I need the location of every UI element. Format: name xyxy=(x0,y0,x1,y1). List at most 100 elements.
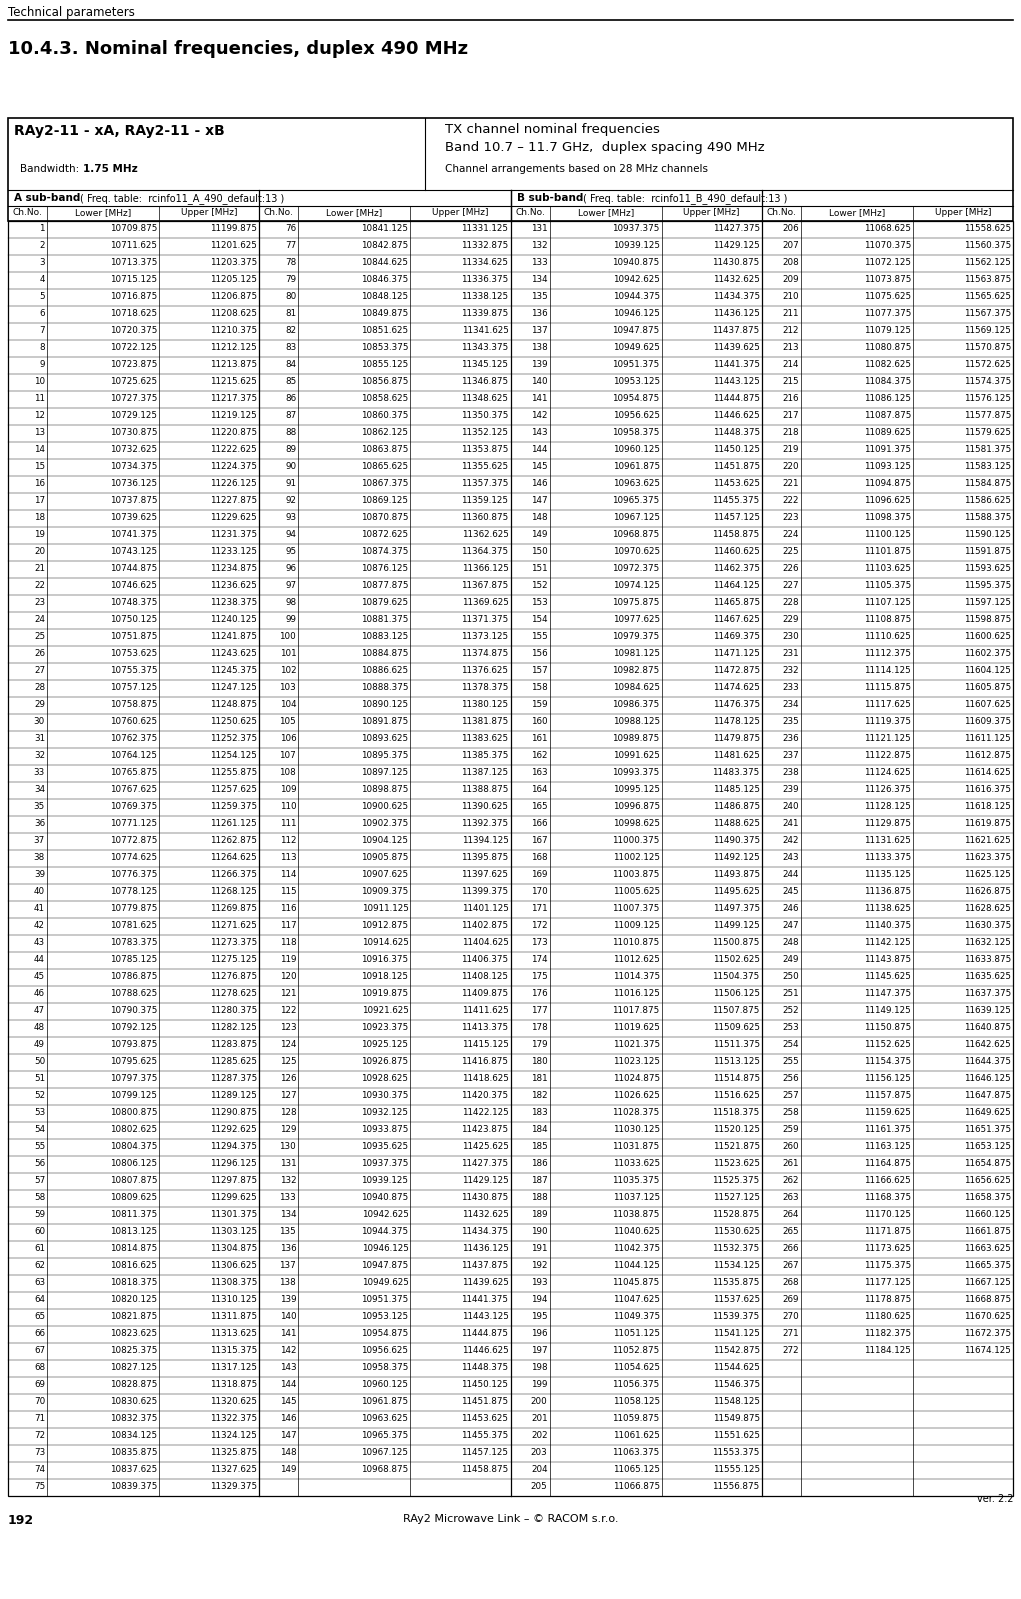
Text: 11430.875: 11430.875 xyxy=(461,1193,508,1202)
Text: 10937.375: 10937.375 xyxy=(613,224,660,233)
Text: 11061.625: 11061.625 xyxy=(613,1431,660,1441)
Text: 11149.125: 11149.125 xyxy=(864,1006,911,1015)
Text: 169: 169 xyxy=(531,870,547,879)
Text: 11451.875: 11451.875 xyxy=(461,1398,508,1406)
Text: 10755.375: 10755.375 xyxy=(109,667,157,675)
Text: 7: 7 xyxy=(40,326,45,336)
Text: 232: 232 xyxy=(782,667,798,675)
Text: 142: 142 xyxy=(531,411,547,421)
Text: 10982.875: 10982.875 xyxy=(613,667,660,675)
Text: 10872.625: 10872.625 xyxy=(361,529,408,539)
Text: 23: 23 xyxy=(34,598,45,608)
Text: 11530.625: 11530.625 xyxy=(713,1226,760,1236)
Text: 11070.375: 11070.375 xyxy=(864,241,911,249)
Text: 148: 148 xyxy=(531,513,547,521)
Text: 11030.125: 11030.125 xyxy=(613,1126,660,1134)
Text: 11257.625: 11257.625 xyxy=(210,785,257,795)
Text: 160: 160 xyxy=(531,716,547,726)
Text: 22: 22 xyxy=(34,580,45,590)
Text: 11374.875: 11374.875 xyxy=(461,649,508,659)
Text: 177: 177 xyxy=(531,1006,547,1015)
Text: 11528.875: 11528.875 xyxy=(713,1210,760,1218)
Text: 11546.375: 11546.375 xyxy=(713,1380,760,1390)
Text: 130: 130 xyxy=(280,1142,296,1151)
Text: 10781.625: 10781.625 xyxy=(110,921,157,931)
Text: 70: 70 xyxy=(34,1398,45,1406)
Text: 11448.375: 11448.375 xyxy=(713,429,760,437)
Text: 11570.875: 11570.875 xyxy=(964,344,1011,352)
Text: 32: 32 xyxy=(34,752,45,760)
Text: 11273.375: 11273.375 xyxy=(210,939,257,947)
Text: 11108.875: 11108.875 xyxy=(864,616,911,624)
Text: 10709.875: 10709.875 xyxy=(110,224,157,233)
Text: 21: 21 xyxy=(34,564,45,572)
Text: 11317.125: 11317.125 xyxy=(210,1362,257,1372)
Text: 11586.625: 11586.625 xyxy=(964,496,1011,505)
Text: 227: 227 xyxy=(782,580,798,590)
Text: Ch.No.: Ch.No. xyxy=(515,208,545,217)
Text: 11128.125: 11128.125 xyxy=(864,803,911,811)
Text: 11037.125: 11037.125 xyxy=(613,1193,660,1202)
Text: 10811.375: 10811.375 xyxy=(110,1210,157,1218)
Text: 11609.375: 11609.375 xyxy=(964,716,1011,726)
Text: 221: 221 xyxy=(782,480,798,488)
Text: 10846.375: 10846.375 xyxy=(361,275,408,285)
Text: 11129.875: 11129.875 xyxy=(864,819,911,828)
Text: 136: 136 xyxy=(531,309,547,318)
Text: 112: 112 xyxy=(280,836,296,844)
Text: 10883.125: 10883.125 xyxy=(361,632,408,641)
Text: 11164.875: 11164.875 xyxy=(864,1159,911,1167)
Text: 179: 179 xyxy=(531,1039,547,1049)
Text: 11357.375: 11357.375 xyxy=(461,480,508,488)
Text: Upper [MHz]: Upper [MHz] xyxy=(935,208,991,217)
Text: 11457.125: 11457.125 xyxy=(461,1449,508,1457)
Text: 11520.125: 11520.125 xyxy=(713,1126,760,1134)
Text: 106: 106 xyxy=(280,734,296,744)
Text: 204: 204 xyxy=(531,1465,547,1474)
Text: 11602.375: 11602.375 xyxy=(964,649,1011,659)
Text: RAy2 Microwave Link – © RACOM s.r.o.: RAy2 Microwave Link – © RACOM s.r.o. xyxy=(402,1514,619,1524)
Text: 11171.875: 11171.875 xyxy=(864,1226,911,1236)
Text: 196: 196 xyxy=(531,1329,547,1338)
Text: 11593.625: 11593.625 xyxy=(964,564,1011,572)
Text: 84: 84 xyxy=(285,360,296,369)
Text: 10853.375: 10853.375 xyxy=(361,344,408,352)
Text: 156: 156 xyxy=(531,649,547,659)
Text: 131: 131 xyxy=(280,1159,296,1167)
Text: 10715.125: 10715.125 xyxy=(110,275,157,285)
Text: 11215.625: 11215.625 xyxy=(210,377,257,385)
Text: 11626.875: 11626.875 xyxy=(964,887,1011,895)
Text: 10748.375: 10748.375 xyxy=(110,598,157,608)
Text: 194: 194 xyxy=(531,1295,547,1305)
Text: 53: 53 xyxy=(34,1108,45,1118)
Text: 11476.375: 11476.375 xyxy=(713,700,760,708)
Text: 11366.125: 11366.125 xyxy=(461,564,508,572)
Text: 18: 18 xyxy=(34,513,45,521)
Text: 11588.375: 11588.375 xyxy=(964,513,1011,521)
Text: 11231.375: 11231.375 xyxy=(210,529,257,539)
Text: 11495.625: 11495.625 xyxy=(713,887,760,895)
Text: 11577.875: 11577.875 xyxy=(964,411,1011,421)
Text: 11611.125: 11611.125 xyxy=(964,734,1011,744)
Text: 11437.875: 11437.875 xyxy=(461,1262,508,1270)
Text: 10713.375: 10713.375 xyxy=(110,257,157,267)
Text: 11082.625: 11082.625 xyxy=(864,360,911,369)
Text: 11002.125: 11002.125 xyxy=(613,852,660,862)
Text: 11103.625: 11103.625 xyxy=(864,564,911,572)
Text: 11178.875: 11178.875 xyxy=(864,1295,911,1305)
Text: 75: 75 xyxy=(34,1482,45,1490)
Text: 10891.875: 10891.875 xyxy=(361,716,408,726)
Text: 195: 195 xyxy=(531,1313,547,1321)
Text: 11450.125: 11450.125 xyxy=(461,1380,508,1390)
Text: 11437.875: 11437.875 xyxy=(713,326,760,336)
Text: 11038.875: 11038.875 xyxy=(613,1210,660,1218)
Text: 11464.125: 11464.125 xyxy=(713,580,760,590)
Text: 11161.375: 11161.375 xyxy=(864,1126,911,1134)
Text: 262: 262 xyxy=(782,1175,798,1185)
Text: 11651.375: 11651.375 xyxy=(964,1126,1011,1134)
Text: 31: 31 xyxy=(34,734,45,744)
Text: 11079.125: 11079.125 xyxy=(864,326,911,336)
Text: 203: 203 xyxy=(531,1449,547,1457)
Text: 10774.625: 10774.625 xyxy=(110,852,157,862)
Text: 11492.125: 11492.125 xyxy=(713,852,760,862)
